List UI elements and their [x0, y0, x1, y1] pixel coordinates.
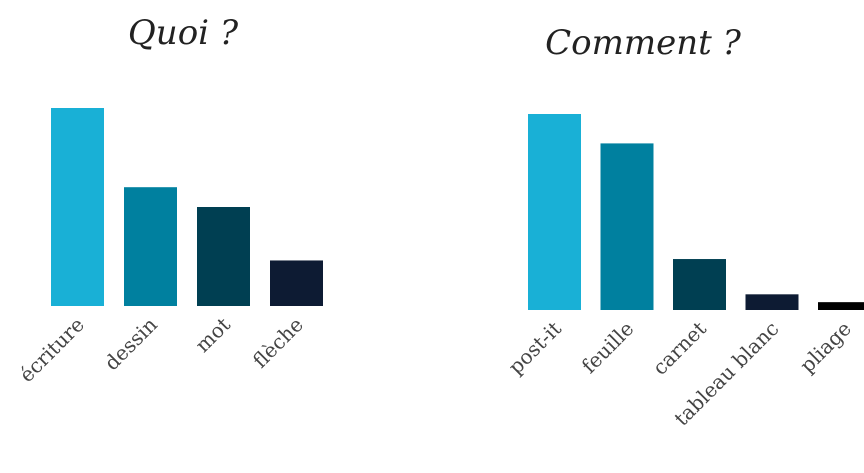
tick-label-comment-1: feuille [577, 316, 639, 378]
bar-quoi-3 [270, 260, 323, 306]
chart-title-quoi: Quoi ? [128, 13, 239, 53]
bar-quoi-2 [197, 207, 250, 306]
chart-title-comment: Comment ? [545, 23, 741, 63]
bar-quoi-1 [124, 187, 177, 306]
bar-comment-1 [600, 143, 654, 310]
bar-comment-3 [745, 294, 799, 310]
tick-label-comment-0: post-it [503, 316, 565, 378]
bars-comment [528, 114, 864, 310]
tick-label-quoi-2: mot [190, 312, 235, 357]
tick-labels-quoi: écriture dessin mot flèche [14, 312, 307, 387]
tick-label-quoi-0: écriture [14, 312, 88, 386]
tick-label-quoi-3: flèche [248, 312, 308, 372]
bar-quoi-0 [51, 108, 104, 306]
bar-comment-4 [818, 302, 864, 310]
tick-label-comment-4: pliage [795, 316, 856, 377]
bars-quoi [51, 108, 323, 306]
chart-quoi: Quoi ? écriture dessin mot flèche [14, 13, 323, 387]
bar-comment-2 [673, 259, 726, 310]
bar-comment-0 [528, 114, 581, 310]
tick-label-comment-2: carnet [648, 316, 711, 379]
tick-label-quoi-1: dessin [99, 312, 162, 375]
